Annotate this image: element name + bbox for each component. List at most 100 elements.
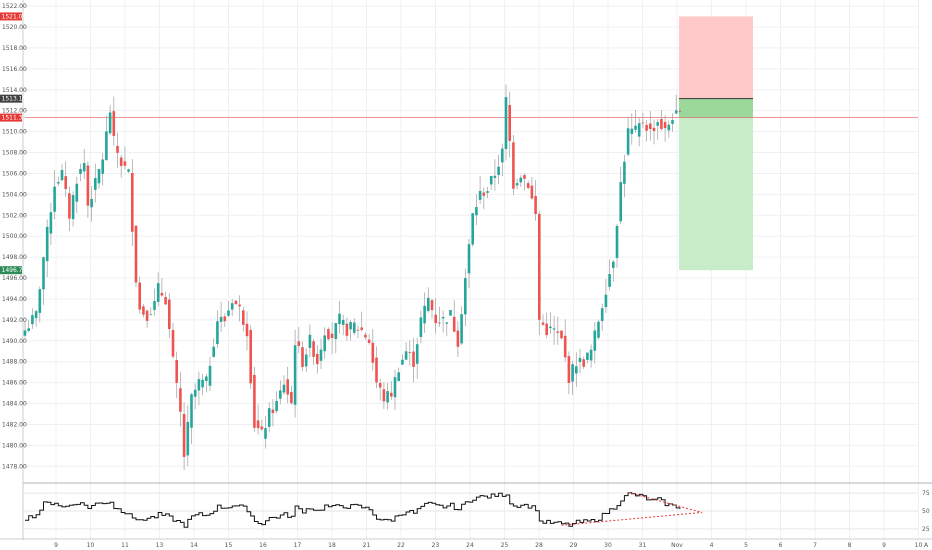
price-badge-label: 1511.34 (2, 115, 27, 122)
candle (31, 308, 34, 329)
oscillator-trendline-upper[interactable] (627, 491, 703, 513)
candle (408, 340, 412, 366)
candle (68, 186, 71, 232)
candle (245, 311, 249, 351)
candle (249, 325, 252, 390)
candle (267, 402, 271, 433)
candle (142, 304, 145, 318)
candle (330, 322, 334, 355)
time-tick-label: 10 (87, 542, 95, 549)
candle (515, 178, 519, 190)
candle (608, 259, 611, 291)
time-tick-label: 15 (225, 542, 233, 549)
candle (290, 385, 293, 405)
candle (619, 166, 622, 225)
candle (415, 337, 419, 379)
candle (131, 159, 134, 246)
candle (623, 154, 626, 198)
candle (441, 310, 445, 333)
candle (156, 272, 160, 307)
take-profit-zone[interactable] (679, 98, 753, 271)
candle (341, 314, 345, 336)
candle (501, 143, 504, 176)
candle (397, 367, 400, 382)
candle (649, 111, 652, 141)
candle (497, 154, 500, 185)
candle (208, 357, 212, 392)
candle (575, 352, 578, 388)
oscillator-axis[interactable]: 25 50 75 (922, 490, 930, 533)
time-tick-label: 17 (294, 542, 302, 549)
candle (253, 366, 256, 432)
oscillator-trendline-lower[interactable] (561, 511, 703, 526)
candle (149, 307, 153, 316)
candle (656, 119, 659, 140)
price-tick-label: 1512.00 (2, 108, 27, 115)
price-tick-label: 1516.00 (2, 66, 27, 73)
price-tick-label: 1518.00 (2, 45, 27, 52)
candle (353, 318, 356, 335)
time-tick-label: 10 (915, 542, 923, 549)
candle (371, 329, 375, 371)
time-tick-label: 31 (639, 542, 647, 549)
candle (338, 301, 341, 334)
candle (42, 256, 45, 305)
entry-zone[interactable] (679, 98, 753, 118)
time-tick-label: 25 (501, 542, 509, 549)
candle (489, 175, 493, 190)
candle (134, 224, 138, 288)
candle (427, 287, 430, 313)
price-tick-label: 1504.00 (2, 191, 27, 198)
candle (108, 105, 112, 135)
candlestick-series (23, 84, 682, 471)
time-axis[interactable]: 9 10 11 13 14 15 16 17 18 21 22 23 24 25 28 29 30 31 Nov 4 5… (0, 538, 932, 549)
candle (523, 173, 526, 191)
candle (549, 312, 552, 335)
candle (193, 383, 197, 410)
candle (234, 300, 238, 306)
price-tick-label: 1498.00 (2, 254, 27, 261)
candle (652, 119, 656, 145)
candle (138, 276, 141, 314)
candle (508, 91, 511, 158)
candle (630, 113, 634, 145)
candle (589, 344, 593, 368)
candle (493, 159, 497, 191)
candle (230, 298, 234, 317)
candle (97, 168, 101, 189)
price-tick-label: 1500.00 (2, 233, 27, 240)
candle (186, 405, 190, 467)
candle (519, 174, 523, 187)
candle (674, 94, 678, 115)
candle (460, 306, 463, 345)
candle (364, 332, 367, 340)
candle (367, 334, 371, 345)
candle (223, 313, 227, 327)
time-tick-label: 30 (604, 542, 612, 549)
candle (271, 399, 275, 427)
price-axis[interactable]: 1478.00 1480.00 1482.00 1484.00 1486.00 1488.… (0, 0, 27, 550)
position-tool[interactable] (679, 16, 753, 271)
candle (53, 170, 56, 220)
stop-loss-zone[interactable] (679, 16, 753, 99)
time-tick-label: 8 (848, 542, 852, 549)
time-tick-label: 21 (363, 542, 371, 549)
candle (545, 312, 548, 339)
candle (175, 351, 178, 399)
candle (101, 152, 104, 186)
candle (526, 180, 530, 190)
candle (356, 325, 360, 339)
candle (538, 211, 541, 336)
candle (171, 322, 175, 359)
candle (534, 180, 537, 221)
candle (563, 319, 567, 362)
candle (34, 309, 38, 327)
candle (486, 186, 489, 199)
candle (600, 303, 604, 331)
candle (49, 203, 53, 245)
candle (512, 135, 515, 196)
time-tick-label: 9 (882, 542, 886, 549)
candle (182, 402, 186, 471)
candle (312, 338, 315, 365)
